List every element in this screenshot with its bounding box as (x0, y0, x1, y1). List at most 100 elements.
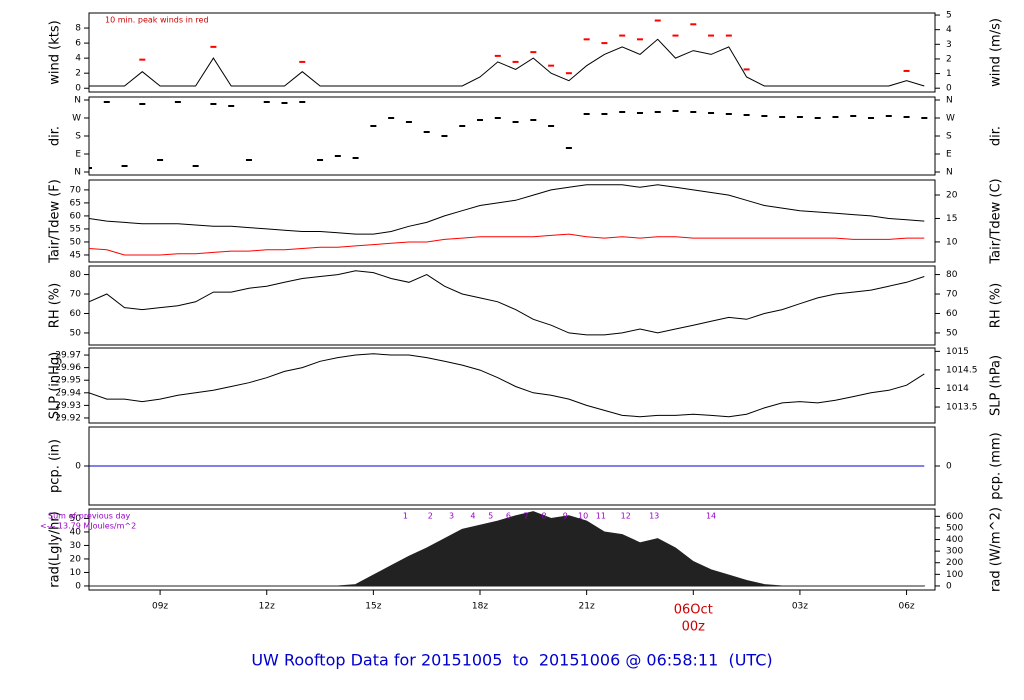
y-axis-label: pcp. (in) (48, 439, 63, 493)
line-series (89, 353, 925, 418)
y-axis-label: SLP (inHg) (48, 352, 63, 420)
y-tick-label: 29.96 (55, 363, 81, 373)
y2-tick-label: W (946, 114, 955, 124)
hour-mark: 14 (706, 512, 716, 521)
y-tick-label: 0 (75, 84, 81, 94)
y-tick-label: E (75, 150, 81, 160)
y2-tick-label: E (946, 150, 952, 160)
hour-mark: 11 (596, 512, 606, 521)
x-tick-label: 12z (259, 602, 275, 612)
y-tick-label: 50 (70, 237, 82, 247)
panel-frame (88, 179, 936, 263)
y2-axis-label: wind (m/s) (989, 18, 1004, 87)
y2-tick-label: N (946, 168, 953, 178)
area-series (89, 511, 926, 587)
plot-area (89, 184, 925, 256)
y2-tick-label: 70 (946, 290, 958, 300)
y2-tick-label: 3 (946, 40, 952, 50)
hour-mark: 3 (449, 512, 454, 521)
y2-tick-label: 2 (946, 54, 952, 64)
plot-area (89, 101, 928, 169)
y-tick-label: 65 (70, 198, 81, 208)
y2-tick-label: 500 (946, 523, 963, 533)
y2-tick-label: 1013.5 (946, 403, 978, 413)
y-tick-label: 8 (75, 24, 81, 34)
annotation: Sum of previous day (48, 512, 130, 521)
y-tick-label: N (74, 96, 81, 106)
y-tick-label: 29.97 (55, 351, 81, 361)
y2-tick-label: 0 (946, 462, 952, 472)
plot-area (89, 511, 926, 587)
y-axis-label: Tair/Tdew (F) (48, 179, 63, 264)
hour-mark: 2 (428, 512, 433, 521)
y2-axis-label: RH (%) (989, 283, 1004, 328)
y2-tick-label: 200 (946, 558, 963, 568)
x-tick-label: 03z (792, 602, 808, 612)
y2-axis-label: SLP (hPa) (989, 355, 1004, 416)
x-tick-label: 09z (152, 602, 168, 612)
y-tick-label: 55 (70, 224, 81, 234)
y2-tick-label: 0 (946, 581, 952, 591)
hour-mark: 6 (506, 512, 511, 521)
y-tick-label: 6 (75, 39, 81, 49)
hour-mark: 10 (578, 512, 588, 521)
y-tick-label: 50 (70, 328, 82, 338)
y-tick-label: 45 (70, 250, 81, 260)
y-tick-label: 80 (70, 270, 82, 280)
y2-tick-label: S (946, 132, 952, 142)
plot-area (89, 19, 925, 87)
panel-frame (88, 508, 936, 591)
panel-frame (88, 12, 936, 93)
y2-axis-label: rad (W/m^2) (989, 507, 1004, 592)
y-tick-label: 4 (75, 54, 81, 64)
y2-tick-label: 0 (946, 84, 952, 94)
y2-tick-label: 1014.5 (946, 365, 978, 375)
y2-axis-label: dir. (989, 126, 1004, 146)
x-tick-label: 06z (898, 602, 914, 612)
y2-tick-label: 100 (946, 570, 963, 580)
y-tick-label: 2 (75, 69, 81, 79)
x-tick-label: 21z (579, 602, 595, 612)
x-tick-label: 18z (472, 602, 488, 612)
hour-mark: 12 (621, 512, 631, 521)
y-axis-label: dir. (48, 126, 63, 146)
y-tick-label: 70 (70, 290, 82, 300)
hour-mark: 9 (563, 512, 568, 521)
y2-tick-label: N (946, 96, 953, 106)
y-tick-label: 29.94 (55, 388, 81, 398)
y2-tick-label: 10 (946, 237, 958, 247)
y-tick-label: 50 (70, 514, 82, 524)
y-tick-label: 70 (70, 185, 82, 195)
y2-tick-label: 300 (946, 547, 963, 557)
line-series (89, 270, 925, 336)
y-tick-label: 29.93 (55, 401, 81, 411)
y-tick-label: 10 (70, 568, 82, 578)
y-tick-label: N (74, 168, 81, 178)
y2-tick-label: 1015 (946, 347, 969, 357)
y-axis-label: wind (kts) (48, 20, 63, 84)
hour-mark: 1 (403, 512, 408, 521)
y2-tick-label: 50 (946, 328, 958, 338)
annotation: 10 min. peak winds in red (105, 16, 209, 25)
x-tick-label: 00z (682, 620, 706, 635)
annotation: <--- 13.79 MJoules/m^2 (40, 522, 136, 531)
y-tick-label: 40 (70, 527, 82, 537)
line-series (89, 38, 925, 87)
y2-tick-label: 20 (946, 191, 958, 201)
hour-mark: 5 (488, 512, 493, 521)
hour-mark: 4 (470, 512, 475, 521)
date-label: 06Oct (674, 603, 713, 618)
y-tick-label: 30 (70, 541, 82, 551)
y-axis-label: rad(Lgly/hr) (48, 511, 63, 587)
y2-axis-label: pcp. (mm) (989, 432, 1004, 499)
plot-area (89, 270, 925, 336)
y-tick-label: 29.92 (55, 413, 81, 423)
y-tick-label: 0 (75, 581, 81, 591)
y-tick-label: 60 (70, 211, 82, 221)
y-tick-label: 0 (75, 462, 81, 472)
y-tick-label: 20 (70, 554, 82, 564)
y2-tick-label: 1 (946, 69, 952, 79)
panel-frame (88, 347, 936, 424)
y2-tick-label: 15 (946, 214, 957, 224)
